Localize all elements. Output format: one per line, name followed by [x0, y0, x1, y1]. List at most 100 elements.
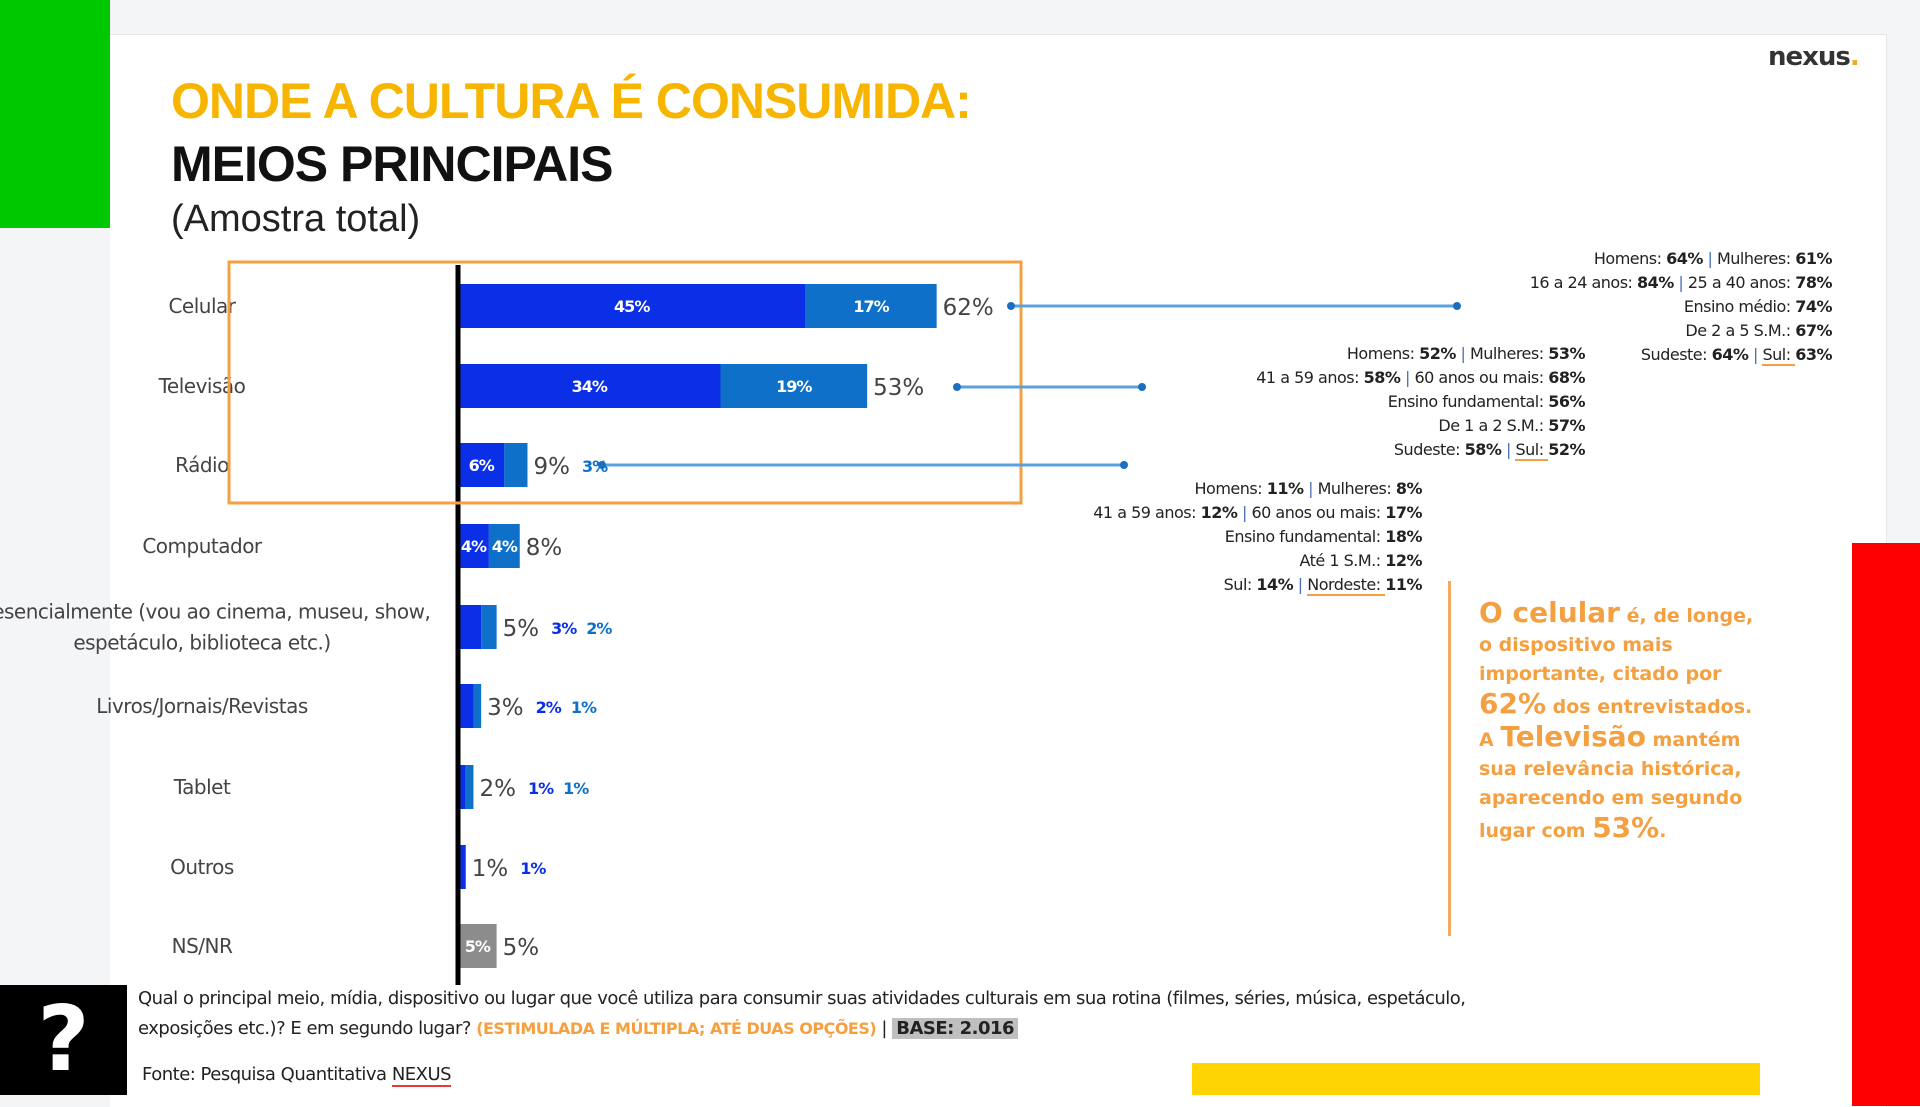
bar-segment — [504, 443, 528, 487]
red-block — [1852, 543, 1920, 1106]
callout-line: Sudeste: 58% | Sul: 52% — [1393, 440, 1585, 461]
connector-dot — [1007, 302, 1015, 310]
callout-line: 41 a 59 anos: 58% | 60 anos ou mais: 68% — [1256, 368, 1585, 387]
callout-celular: Homens: 64% | Mulheres: 61% 16 a 24 anos:… — [1530, 247, 1832, 367]
callout-line: Ensino fundamental: 18% — [1093, 525, 1423, 549]
total-label: 5% — [503, 935, 539, 961]
callout-line: Sudeste: 64% | Sul: 63% — [1640, 345, 1832, 366]
callout-item: Nordeste: 11% — [1307, 575, 1422, 596]
callout-item: 60 anos ou mais: 68% — [1414, 368, 1585, 387]
total-label: 9% — [533, 454, 570, 480]
callout-item: De 1 a 2 S.M.: 57% — [1438, 416, 1585, 435]
callout-item: 25 a 40 anos: 78% — [1687, 273, 1833, 292]
bar-segment — [805, 284, 937, 328]
bar-segment-label: 19% — [776, 377, 812, 396]
callout-item: 60 anos ou mais: 17% — [1251, 503, 1422, 522]
callout-item: Homens: 52% — [1346, 344, 1456, 363]
total-label: 62% — [943, 295, 994, 321]
callout-item: Sul: 52% — [1515, 440, 1585, 461]
callout-line: Ensino médio: 74% — [1530, 295, 1833, 319]
bar-segment — [465, 765, 474, 809]
bar-segment-label: 5% — [465, 937, 491, 956]
category-label: Celular — [168, 294, 236, 318]
callout-item: Ensino médio: 74% — [1683, 297, 1833, 316]
bar-segment — [458, 605, 482, 649]
callout-item: Sul: 14% — [1223, 575, 1294, 594]
bar-segment-label: 1% — [528, 779, 554, 798]
callout-item: Mulheres: 61% — [1716, 249, 1833, 268]
category-label: NS/NR — [172, 934, 233, 958]
callout-line: Homens: 11% | Mulheres: 8% — [1194, 479, 1423, 498]
bar-segment-label: 3% — [551, 619, 577, 638]
total-label: 1% — [472, 856, 509, 882]
bar-segment-label: 1% — [520, 859, 546, 878]
bar-segment — [458, 684, 474, 728]
callout-line: De 2 a 5 S.M.: 67% — [1530, 319, 1832, 343]
bar-segment — [458, 443, 505, 487]
callout-item: Até 1 S.M.: 12% — [1299, 551, 1422, 570]
connector-dot — [1138, 383, 1146, 391]
nexus-logo: nexus. — [1768, 42, 1860, 72]
callout-line: Ensino fundamental: 56% — [1256, 390, 1586, 414]
bar-segment — [473, 684, 482, 728]
bar-segment — [458, 924, 497, 968]
category-label: Televisão — [158, 374, 246, 398]
bar-segment-label: 4% — [492, 537, 518, 556]
callout-item: Ensino fundamental: 56% — [1387, 392, 1586, 411]
bar-segment-label: 45% — [614, 297, 650, 316]
yellow-bar — [1192, 1063, 1760, 1095]
bar-segment-label: 17% — [853, 297, 889, 316]
bar-segment — [458, 364, 721, 408]
total-label: 3% — [487, 695, 524, 721]
callout-item: De 2 a 5 S.M.: 67% — [1685, 321, 1832, 340]
callout-radio: Homens: 11% | Mulheres: 8% 41 a 59 anos: … — [1093, 477, 1423, 597]
bar-segment-label: 1% — [571, 698, 597, 717]
bar-segment — [458, 765, 466, 809]
callout-item: Mulheres: 8% — [1317, 479, 1423, 498]
category-label: Rádio — [175, 453, 229, 477]
total-label: 53% — [873, 375, 924, 401]
callout-line: Homens: 52% | Mulheres: 53% — [1346, 344, 1586, 363]
callout-line: Até 1 S.M.: 12% — [1093, 549, 1422, 573]
callout-item: Sudeste: 58% — [1393, 440, 1502, 459]
green-block — [0, 0, 110, 228]
bar-segment — [481, 605, 497, 649]
callout-item: Ensino fundamental: 18% — [1224, 527, 1423, 546]
callout-item: 41 a 59 anos: 58% — [1256, 368, 1401, 387]
survey-question: Qual o principal meio, mídia, dispositiv… — [138, 988, 1466, 1039]
title-line-2: MEIOS PRINCIPAIS — [171, 136, 613, 192]
callout-line: Sul: 14% | Nordeste: 11% — [1223, 575, 1422, 596]
note-divider — [1448, 581, 1451, 936]
category-label: Tablet — [173, 775, 231, 799]
callout-item: Sul: 63% — [1762, 345, 1832, 366]
bar-segment — [720, 364, 868, 408]
insight-note: O celular é, de longe, o dispositivo mai… — [1479, 596, 1754, 844]
callout-item: Sudeste: 64% — [1640, 345, 1749, 364]
callout-line: Homens: 64% | Mulheres: 61% — [1593, 249, 1833, 268]
bar-segment-label: 1% — [563, 779, 589, 798]
bar-segment — [458, 284, 806, 328]
bar-segment-label: 2% — [586, 619, 612, 638]
source: Fonte: Pesquisa Quantitativa NEXUS — [142, 1064, 452, 1087]
title-line-1: ONDE A CULTURA É CONSUMIDA: — [171, 73, 972, 129]
total-label: 2% — [479, 776, 516, 802]
bar-segment-label: 34% — [572, 377, 608, 396]
category-label: espetáculo, biblioteca etc.) — [73, 631, 330, 655]
callout-item: 41 a 59 anos: 12% — [1093, 503, 1238, 522]
callout-televisao: Homens: 52% | Mulheres: 53% 41 a 59 anos:… — [1256, 342, 1585, 462]
callout-line: 16 a 24 anos: 84% | 25 a 40 anos: 78% — [1529, 273, 1833, 292]
category-label: Computador — [142, 534, 263, 558]
question-mark-icon: ? — [0, 985, 127, 1095]
bar-segment-label: 4% — [461, 537, 487, 556]
bar-segment — [488, 524, 520, 568]
category-label: Presencialmente (vou ao cinema, museu, s… — [0, 600, 430, 624]
connector-dot — [953, 383, 961, 391]
bar-segment-label: 2% — [536, 698, 562, 717]
total-label: 5% — [503, 616, 539, 642]
connector-dot — [1120, 461, 1128, 469]
bar-segment-label: 6% — [469, 456, 495, 475]
callout-item: Homens: 64% — [1593, 249, 1703, 268]
slide — [110, 34, 1887, 1107]
category-label: Livros/Jornais/Revistas — [96, 694, 308, 718]
